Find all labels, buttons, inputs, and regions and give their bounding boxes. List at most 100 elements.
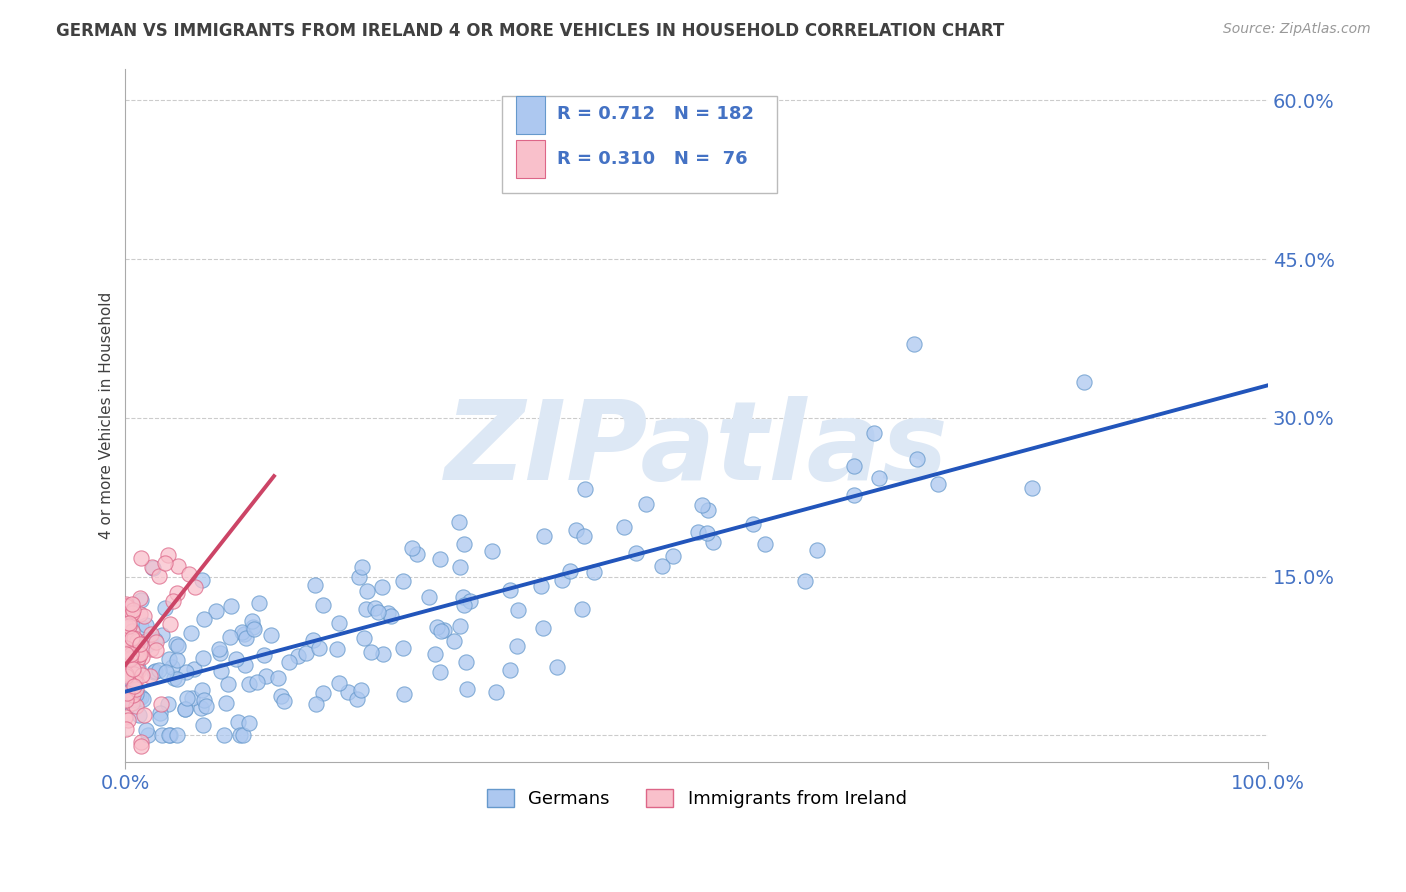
Point <box>122 662 145 676</box>
Point <box>449 618 471 632</box>
Point <box>149 710 172 724</box>
Point <box>128 591 150 605</box>
Point <box>115 683 138 698</box>
Point <box>533 528 555 542</box>
Point <box>692 498 714 512</box>
Point <box>225 652 247 666</box>
Point <box>115 641 138 656</box>
Point <box>499 582 522 597</box>
Point <box>231 625 253 640</box>
Point <box>662 549 685 563</box>
Point <box>148 663 170 677</box>
Point <box>312 686 335 700</box>
Point <box>166 586 188 600</box>
Point <box>232 728 254 742</box>
Point <box>546 659 568 673</box>
Point <box>125 643 148 657</box>
Point <box>209 664 232 678</box>
Point <box>456 655 478 669</box>
Point <box>433 623 456 637</box>
Point <box>443 634 465 648</box>
Point <box>209 646 232 660</box>
Point <box>193 612 215 626</box>
Point <box>117 644 139 658</box>
Point <box>124 667 146 681</box>
Point <box>651 558 673 573</box>
Y-axis label: 4 or more Vehicles in Household: 4 or more Vehicles in Household <box>100 292 114 539</box>
Point <box>191 683 214 698</box>
Point <box>229 728 252 742</box>
Point <box>115 631 138 645</box>
Point <box>686 524 709 539</box>
FancyBboxPatch shape <box>516 140 544 178</box>
Point <box>304 577 326 591</box>
Point <box>124 680 146 694</box>
Point <box>217 677 239 691</box>
Point <box>138 636 160 650</box>
Point <box>506 639 529 653</box>
Point <box>571 602 593 616</box>
Point <box>115 597 138 611</box>
Point <box>219 599 242 614</box>
Point <box>128 690 150 704</box>
Point <box>150 628 173 642</box>
Point <box>131 620 153 634</box>
Point <box>183 662 205 676</box>
Point <box>117 713 139 727</box>
Point <box>190 573 212 587</box>
Point <box>115 631 138 645</box>
Point <box>295 646 318 660</box>
Point <box>326 642 349 657</box>
Point <box>429 665 451 679</box>
Point <box>122 631 145 645</box>
Point <box>132 707 155 722</box>
Point <box>235 632 257 646</box>
Point <box>624 546 647 560</box>
Point <box>122 688 145 702</box>
Point <box>696 525 718 540</box>
Point <box>124 675 146 690</box>
Point <box>166 673 188 687</box>
Point <box>205 604 228 618</box>
Point <box>927 477 949 491</box>
Point <box>742 517 765 532</box>
Point <box>226 714 249 729</box>
Point <box>572 529 595 543</box>
Point <box>844 459 866 474</box>
Point <box>121 603 143 617</box>
Point <box>153 556 176 570</box>
Point <box>150 697 173 711</box>
Point <box>246 675 269 690</box>
Point <box>219 630 242 644</box>
Point <box>447 515 470 529</box>
Point <box>179 567 201 582</box>
Point <box>121 693 143 707</box>
Point <box>127 661 149 675</box>
Point <box>129 636 152 650</box>
Point <box>136 728 159 742</box>
Text: ZIPatlas: ZIPatlas <box>444 396 949 503</box>
Point <box>392 687 415 701</box>
Point <box>141 559 163 574</box>
Point <box>131 668 153 682</box>
Point <box>129 690 152 704</box>
FancyBboxPatch shape <box>516 96 544 135</box>
Point <box>118 646 141 660</box>
Point <box>120 647 142 661</box>
Point <box>458 593 481 607</box>
Point <box>352 559 374 574</box>
Point <box>143 633 166 648</box>
Text: GERMAN VS IMMIGRANTS FROM IRELAND 4 OR MORE VEHICLES IN HOUSEHOLD CORRELATION CH: GERMAN VS IMMIGRANTS FROM IRELAND 4 OR M… <box>56 22 1004 40</box>
Point <box>193 717 215 731</box>
Point <box>429 624 451 638</box>
Point <box>235 658 257 673</box>
Point <box>127 650 149 665</box>
Point <box>155 665 177 679</box>
Point <box>125 692 148 706</box>
Point <box>392 641 415 656</box>
Point <box>157 728 180 742</box>
Point <box>159 617 181 632</box>
Point <box>115 650 138 665</box>
Point <box>193 693 215 707</box>
Point <box>806 543 828 558</box>
